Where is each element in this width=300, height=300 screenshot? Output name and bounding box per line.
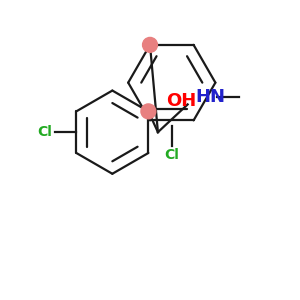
Text: OH: OH [166,92,196,110]
Text: HN: HN [196,88,226,106]
Circle shape [142,38,158,52]
Circle shape [141,104,156,119]
Text: Cl: Cl [164,148,179,162]
Text: Cl: Cl [38,125,52,139]
